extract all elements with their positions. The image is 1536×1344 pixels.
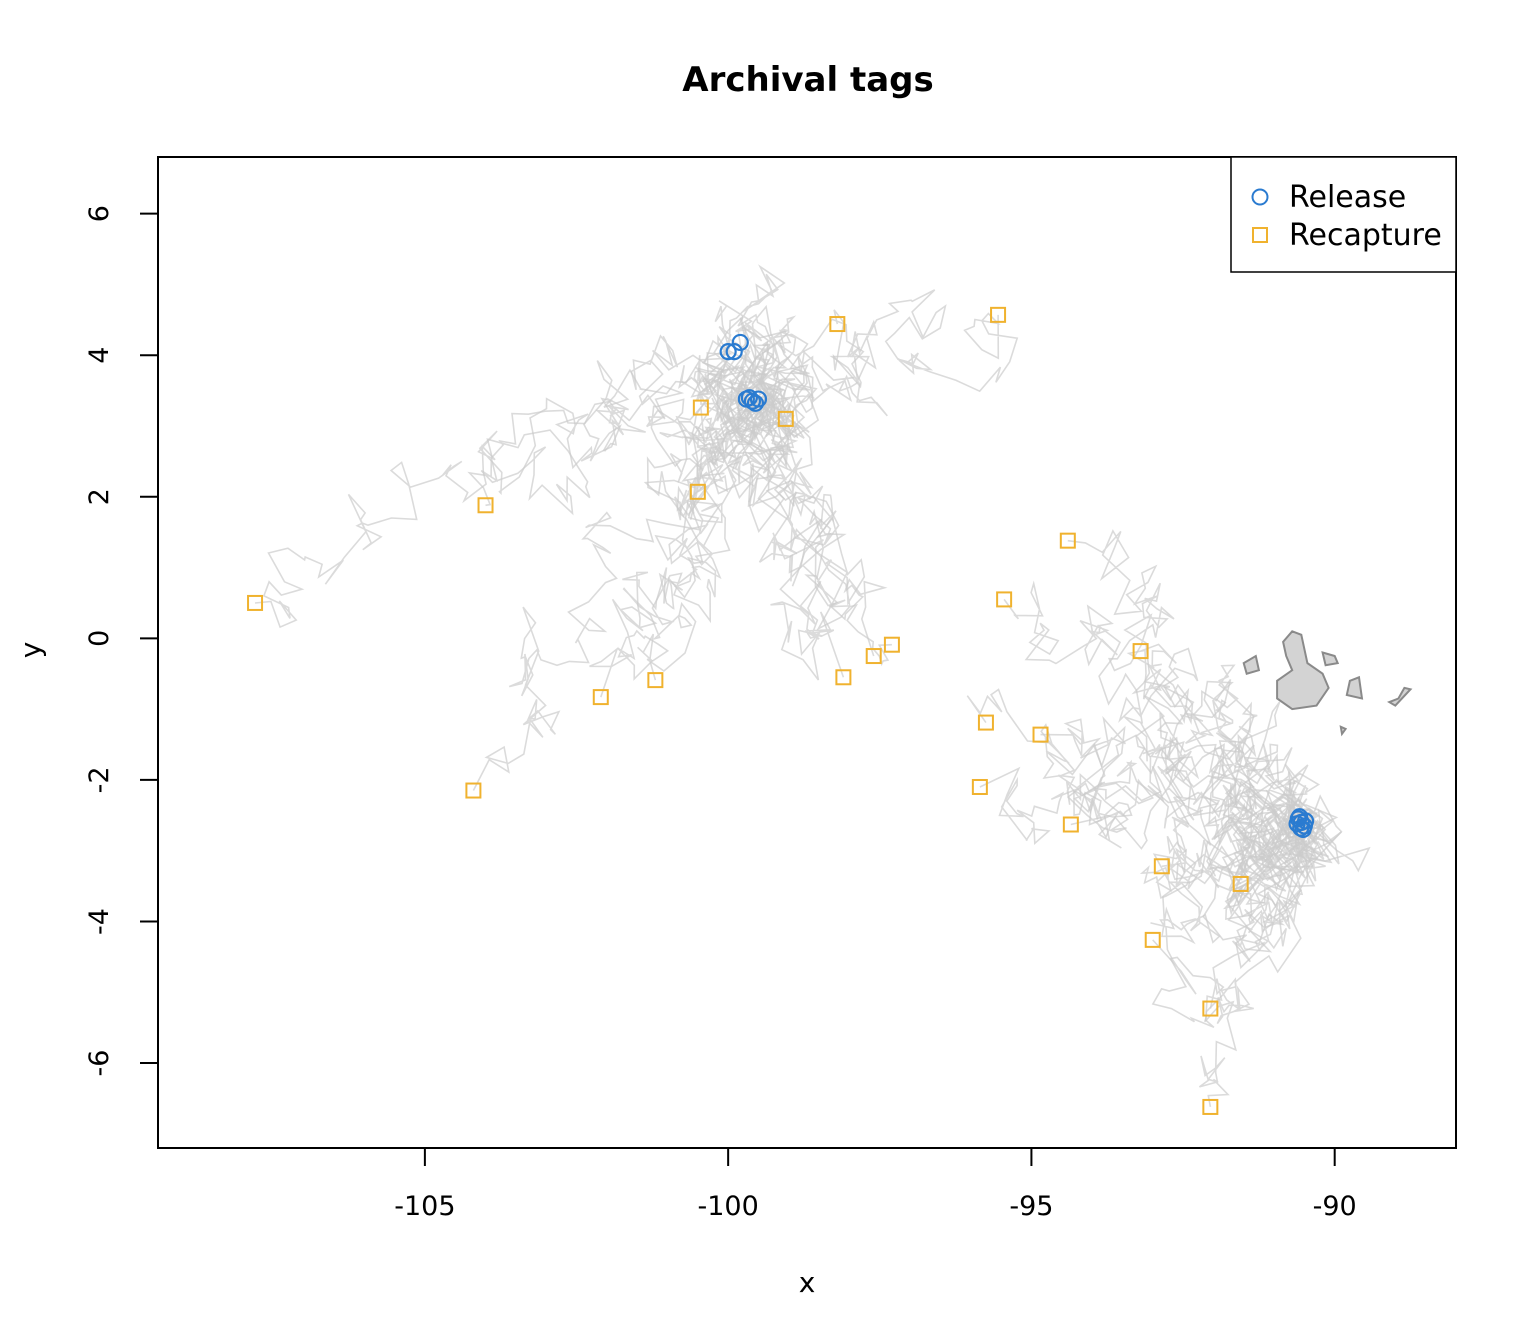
recapture-point	[865, 648, 882, 665]
points-layer	[247, 306, 1315, 1115]
recapture-point	[1062, 816, 1079, 833]
y-axis-label: y	[14, 642, 47, 659]
y-tick-label: 6	[84, 205, 115, 222]
recapture-point	[592, 689, 609, 706]
island-shape	[1345, 675, 1364, 700]
legend-release-marker	[1251, 188, 1269, 206]
recapture-point	[247, 594, 264, 611]
island-shape	[1242, 654, 1261, 675]
recapture-point	[465, 782, 482, 799]
y-tick-label: -4	[84, 908, 115, 935]
recapture-point	[689, 483, 706, 500]
chart-title: Archival tags	[682, 60, 933, 100]
track-line	[622, 364, 809, 681]
track-line	[1151, 798, 1339, 1029]
recapture-point	[977, 714, 994, 731]
track-line	[467, 317, 768, 516]
recapture-point	[1232, 875, 1249, 892]
recapture-point	[647, 672, 664, 689]
x-tick-label: -90	[1313, 1191, 1357, 1222]
y-tick-label: 2	[84, 488, 115, 505]
island-shape	[1321, 651, 1340, 667]
track-line	[739, 289, 1019, 439]
release-point	[740, 389, 758, 407]
island-shape	[1339, 725, 1348, 737]
y-tick-label: -2	[84, 766, 115, 793]
island-shape	[1276, 630, 1330, 711]
tracks-layer	[254, 264, 1371, 1108]
legend-box	[1230, 156, 1457, 273]
y-tick-label: 4	[84, 347, 115, 364]
recapture-point	[1059, 532, 1076, 549]
track-line	[254, 315, 744, 629]
track-line	[707, 264, 865, 392]
legend-recapture-marker	[1252, 227, 1268, 243]
recapture-point	[1032, 726, 1049, 743]
release-point	[746, 394, 765, 412]
release-point	[1292, 819, 1310, 837]
release-point	[725, 343, 743, 361]
recapture-point	[777, 410, 794, 427]
recapture-point	[1132, 643, 1149, 660]
recapture-point	[829, 316, 846, 333]
release-point	[731, 333, 749, 352]
recapture-point	[1202, 1098, 1219, 1115]
recapture-point	[1153, 858, 1170, 875]
track-line	[472, 352, 744, 791]
track-line	[1198, 778, 1326, 1108]
recapture-point	[971, 778, 988, 795]
track-line	[720, 380, 892, 667]
y-tick-label: 0	[84, 630, 115, 647]
x-tick-label: -105	[394, 1191, 455, 1222]
legend-release-label: Release	[1289, 180, 1406, 215]
recapture-point	[883, 636, 900, 653]
release-point	[1288, 815, 1306, 833]
legend: Release Recapture	[1230, 156, 1457, 273]
x-tick-label: -95	[1009, 1191, 1053, 1222]
recapture-point	[990, 306, 1007, 323]
plot-frame	[157, 156, 1457, 1149]
recapture-point	[996, 591, 1013, 608]
release-point	[749, 390, 768, 408]
x-axis-label: x	[799, 1266, 816, 1299]
x-axis: -105 -100 -95 -90	[394, 1147, 1357, 1222]
island-shape	[1387, 686, 1413, 707]
x-tick-label: -100	[698, 1191, 759, 1222]
recapture-point	[692, 399, 709, 416]
recapture-point	[477, 497, 494, 514]
y-tick-label: -6	[84, 1050, 115, 1077]
recapture-point	[1202, 1000, 1219, 1017]
release-point	[719, 343, 737, 361]
legend-recapture-label: Recapture	[1289, 218, 1442, 253]
recapture-point	[835, 669, 852, 686]
land-layer	[1242, 630, 1413, 737]
y-axis: -6 -4 -2 0 2 4 6	[84, 205, 159, 1077]
recapture-point	[1144, 931, 1161, 948]
